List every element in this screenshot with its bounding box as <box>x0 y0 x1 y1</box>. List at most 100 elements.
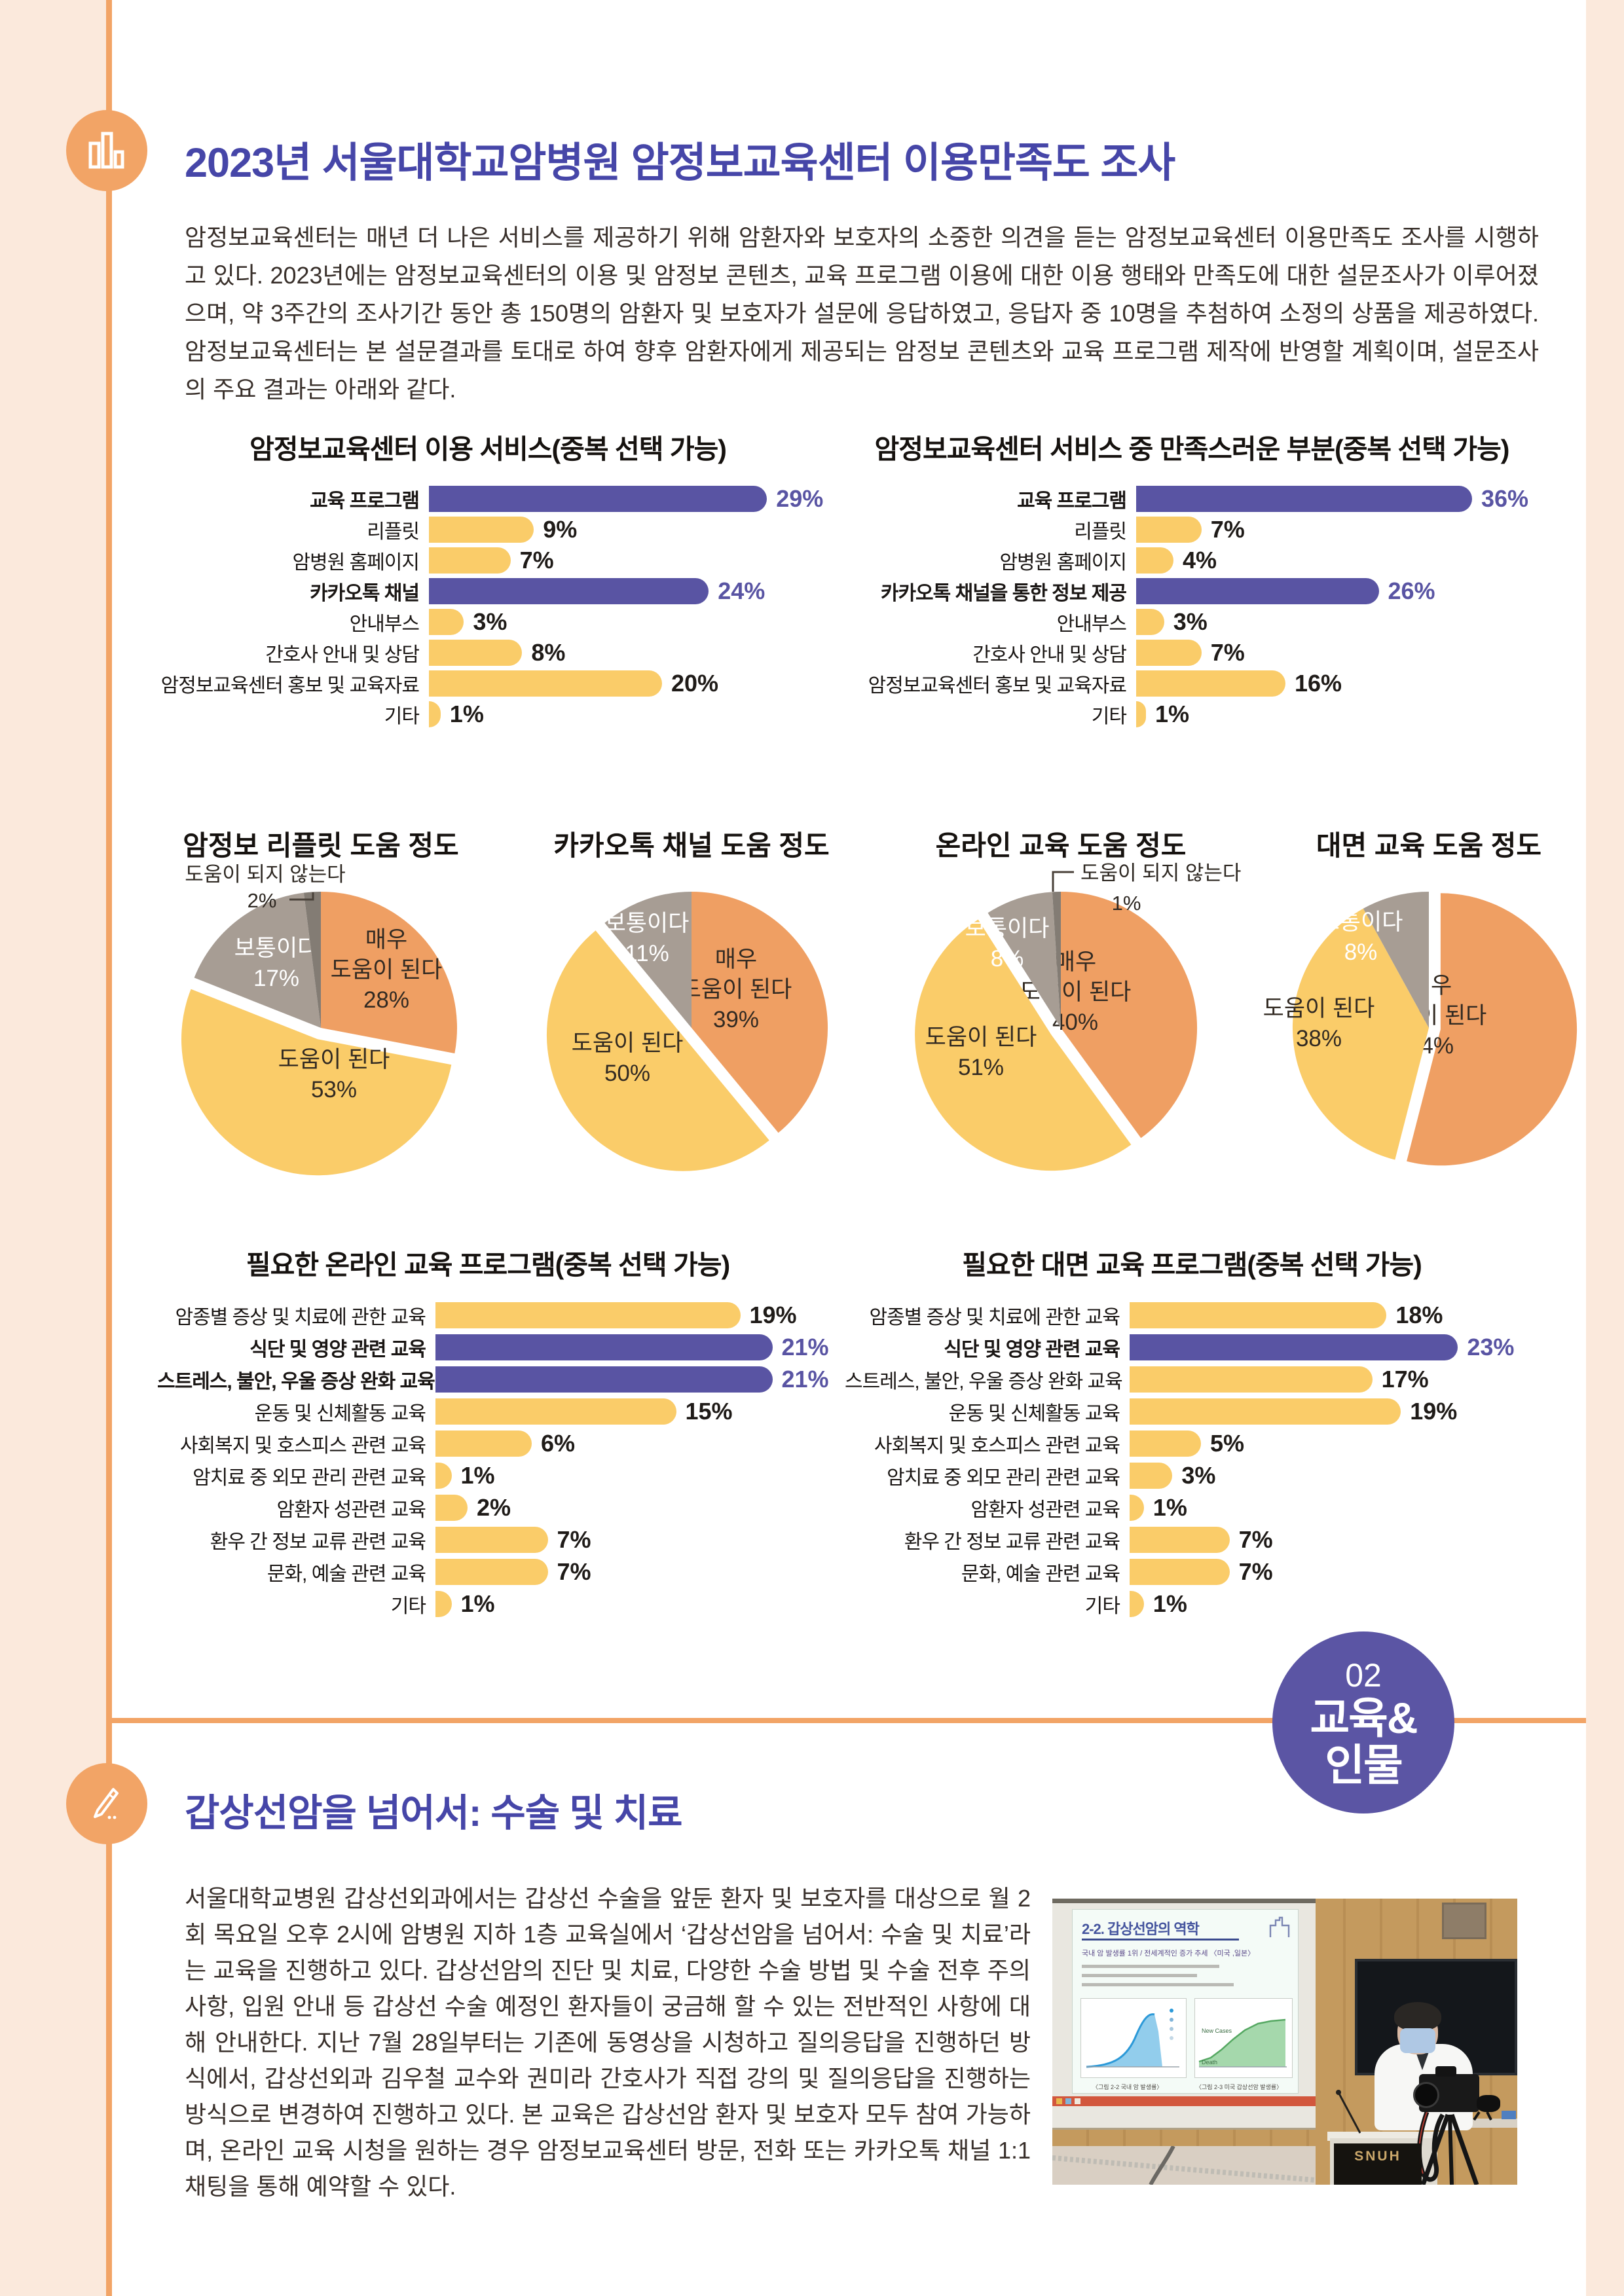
bar-row: 식단 및 영양 관련 교육 21% <box>157 1331 829 1363</box>
bar-value-label: 1% <box>460 1590 495 1617</box>
bar-row: 기타 1% <box>157 1588 819 1620</box>
pencil-icon-glyph <box>94 1788 119 1819</box>
bar <box>1136 608 1164 635</box>
bar-row: 교육 프로그램 36% <box>845 483 1539 514</box>
bar-track: 1% <box>435 1590 819 1618</box>
chart-title: 암정보교육센터 서비스 중 만족스러운 부분(중복 선택 가능) <box>874 434 1510 464</box>
photo-screen-top-rail <box>1052 1899 1316 1903</box>
bar <box>435 1558 548 1585</box>
bar-category-label: 카카오톡 채널 <box>310 582 420 604</box>
bar <box>435 1590 452 1617</box>
photo-camera-top <box>1435 2066 1456 2077</box>
photo-caption-left: 〈그림 2-2 국내 암 발생률〉 <box>1092 2084 1163 2090</box>
bar-value-label: 3% <box>1173 608 1208 635</box>
bar-track: 1% <box>1136 701 1539 728</box>
bar-category-label: 식단 및 영양 관련 교육 <box>249 1338 426 1360</box>
bar-category-label: 기타 <box>1091 705 1127 727</box>
bar <box>1130 1526 1230 1553</box>
photo-camera-lens <box>1413 2082 1439 2108</box>
bar-value-label: 8% <box>531 638 566 666</box>
bar-track: 7% <box>429 547 819 574</box>
bar <box>1130 1430 1201 1457</box>
bar <box>1130 1462 1173 1489</box>
pie-slice <box>1061 892 1198 1139</box>
pie-title: 암정보 리플릿 도움 정도 <box>183 830 458 861</box>
pie-title: 카카오톡 채널 도움 정도 <box>553 830 829 861</box>
bar-value-label: 21% <box>781 1365 829 1393</box>
photo-toolbar-dot <box>1056 2098 1062 2104</box>
bar-row: 암종별 증상 및 치료에 관한 교육 18% <box>845 1299 1539 1331</box>
bar-category-label: 리플릿 <box>367 520 420 543</box>
bar <box>435 1366 773 1393</box>
bar-row: 카카오톡 채널 24% <box>157 575 819 606</box>
bar-category-label: 스트레스, 불안, 우울 증상 완화 교육 <box>157 1370 435 1393</box>
bar-row: 암병원 홈페이지 7% <box>157 545 819 575</box>
badge-number: 02 <box>1345 1657 1382 1694</box>
bar-track: 1% <box>435 1462 819 1489</box>
bar-track: 16% <box>1136 670 1539 697</box>
bar <box>429 485 767 512</box>
bar-category-label: 운동 및 신체활동 교육 <box>948 1402 1120 1425</box>
photo-podium-logo: SNUH <box>1354 2149 1401 2164</box>
pie-slice-label: 보통이다 17% <box>234 936 319 991</box>
bar-row: 암치료 중 외모 관리 관련 교육 3% <box>845 1459 1539 1491</box>
bar-row: 암환자 성관련 교육 2% <box>157 1491 819 1523</box>
bar-category-label: 암치료 중 외모 관리 관련 교육 <box>887 1467 1120 1489</box>
pie-callout-value: 1% <box>1112 892 1141 915</box>
bar-category-label: 암병원 홈페이지 <box>999 551 1127 574</box>
chart-satisfying-services: 암정보교육센터 서비스 중 만족스러운 부분(중복 선택 가능) 교육 프로그램 3… <box>845 427 1539 729</box>
bar-value-label: 26% <box>1388 577 1435 604</box>
bar-track: 7% <box>1136 639 1539 666</box>
chart-needed-inperson-programs: 필요한 대면 교육 프로그램(중복 선택 가능) 암종별 증상 및 치료에 관한 … <box>845 1243 1539 1620</box>
bar-track: 7% <box>1136 516 1539 543</box>
badge-line2: 인물 <box>1325 1741 1403 1789</box>
bar-track: 9% <box>429 516 819 543</box>
bar-category-label: 암환자 성관련 교육 <box>970 1499 1120 1521</box>
bar-value-label: 9% <box>543 515 578 543</box>
bar <box>1136 701 1146 727</box>
pencil-icon <box>66 1763 147 1844</box>
photo-floor <box>1052 2146 1316 2185</box>
bar-category-label: 교육 프로그램 <box>1017 490 1127 512</box>
bar-value-label: 18% <box>1395 1301 1443 1328</box>
bar-track: 7% <box>1130 1526 1539 1554</box>
bar-row: 간호사 안내 및 상담 8% <box>157 637 819 668</box>
bar-chart-icon <box>66 110 147 191</box>
bar-value-label: 19% <box>1410 1397 1458 1425</box>
photo-blue-area-chart <box>1086 2009 1179 2068</box>
bar-value-label: 7% <box>519 546 554 574</box>
bar <box>435 1398 676 1425</box>
pie-slice-label: 보통이다 11% <box>605 911 690 966</box>
bar-category-label: 환우 간 정보 교류 관련 교육 <box>904 1531 1120 1553</box>
bar <box>429 608 464 635</box>
photo-podium-panel: SNUH <box>1334 2143 1422 2185</box>
bar <box>1130 1494 1144 1521</box>
bar <box>1136 547 1173 574</box>
pie-slice-label: 매우 도움이 된다 39% <box>680 947 792 1032</box>
bar-track: 6% <box>435 1430 819 1457</box>
bar-value-label: 5% <box>1210 1429 1245 1457</box>
bar-row: 스트레스, 불안, 우울 증상 완화 교육 17% <box>845 1363 1539 1395</box>
bar-value-label: 3% <box>473 608 507 635</box>
bar-row: 스트레스, 불안, 우울 증상 완화 교육 21% <box>157 1363 829 1395</box>
photo-webcam <box>1477 2095 1500 2112</box>
bar-track: 20% <box>429 670 819 697</box>
pie-slice <box>194 892 321 1028</box>
bar-row: 암종별 증상 및 치료에 관한 교육 19% <box>157 1299 819 1331</box>
photo-doctor-hair <box>1394 2002 1441 2031</box>
bar-category-label: 암정보교육센터 홍보 및 교육자료 <box>160 674 420 697</box>
bar-track: 4% <box>1136 547 1539 574</box>
bar-track: 21% <box>435 1334 829 1361</box>
photo-toolbar-dot <box>1075 2098 1080 2104</box>
bar-row: 안내부스 3% <box>157 606 819 637</box>
bar-value-label: 4% <box>1183 546 1217 574</box>
left-margin-strip <box>0 0 106 2296</box>
bar-value-label: 15% <box>685 1397 733 1425</box>
bar-category-label: 환우 간 정보 교류 관련 교육 <box>210 1531 426 1553</box>
photo-slide-subtitle: 국내 암 발생률 1위 / 전세계적인 증가 추세 〈미국 ,일본〉 <box>1082 1950 1255 1958</box>
bar-category-label: 기타 <box>1084 1595 1120 1617</box>
pie-slice-label: 매우 도움이 된다 28% <box>331 927 443 1013</box>
chart-center-services-used: 암정보교육센터 이용 서비스(중복 선택 가능) 교육 프로그램 29% 리플릿 9% 암… <box>157 427 823 729</box>
